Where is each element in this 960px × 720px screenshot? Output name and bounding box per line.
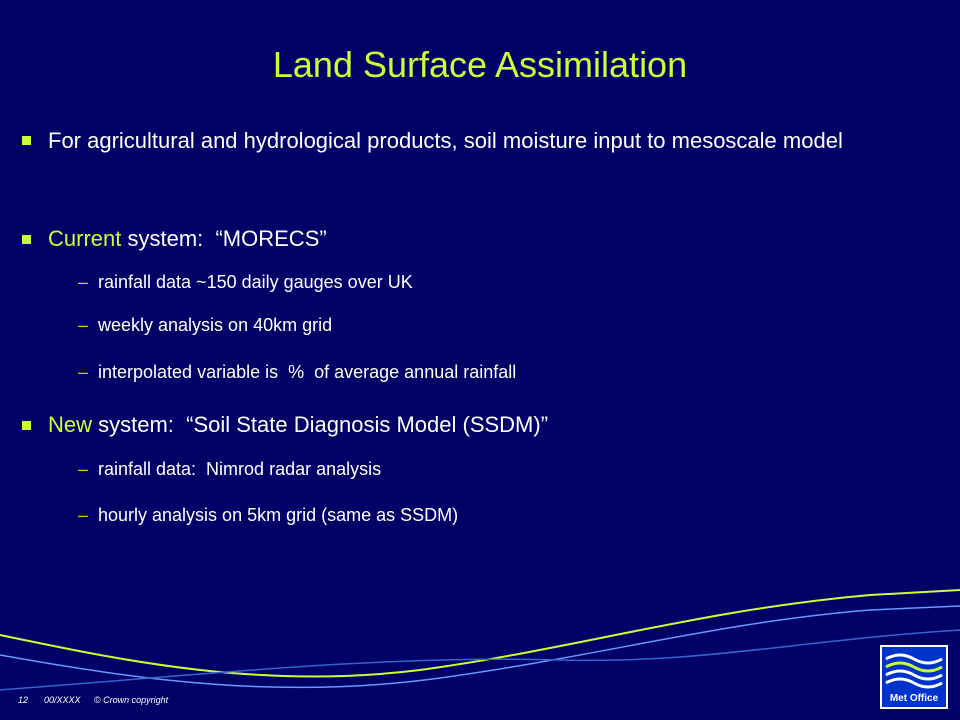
dash: – <box>78 272 89 292</box>
slide-title: Land Surface Assimilation <box>272 44 688 85</box>
reference: 00/XXXX <box>44 695 81 705</box>
bullet: New system: “Soil State Diagnosis Model … <box>48 404 928 445</box>
bullet: Current system: “MORECS” <box>48 218 928 259</box>
bullet-text: For agricultural and hydrological produc… <box>48 128 843 153</box>
logo-waves <box>885 653 943 689</box>
bullet-icon <box>22 421 31 430</box>
wave-decoration <box>0 589 960 691</box>
sub-bullet: interpolated variable is % of average an… <box>98 362 517 382</box>
bullet-icon <box>22 136 31 145</box>
dash: – <box>78 459 89 479</box>
dash: – <box>78 315 89 335</box>
copyright: © Crown copyright <box>94 695 169 705</box>
sub-bullet: weekly analysis on 40km grid <box>98 315 333 335</box>
dash: – <box>78 362 89 382</box>
bullet-lead: Current <box>48 226 122 251</box>
sub-bullet: rainfall data: Nimrod radar analysis <box>98 459 382 479</box>
page-number: 12 <box>18 695 29 705</box>
bullet-text: system: “Soil State Diagnosis Model (SSD… <box>92 412 549 437</box>
dash: – <box>78 505 89 525</box>
bullet-text: system: “MORECS” <box>121 226 327 251</box>
sub-bullet: hourly analysis on 5km grid (same as SSD… <box>98 505 459 525</box>
sub-bullet: rainfall data ~150 daily gauges over UK <box>98 272 413 292</box>
logo: Met Office <box>880 645 948 709</box>
bullet-icon <box>22 235 31 244</box>
logo-text: Met Office <box>889 693 939 704</box>
bullet-lead: New <box>48 412 93 437</box>
